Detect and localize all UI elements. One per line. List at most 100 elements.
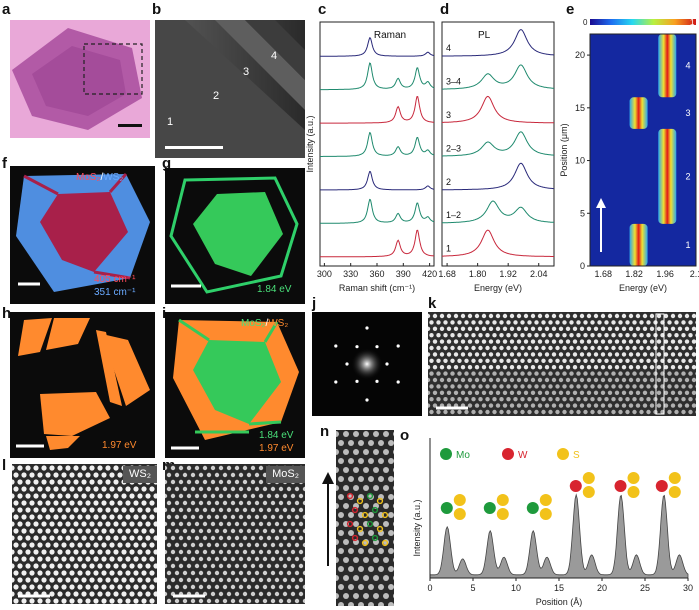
atom-column: [656, 352, 662, 357]
atom-column: [145, 577, 151, 583]
atom-column: [222, 584, 228, 590]
atom-column: [614, 390, 620, 395]
atom-column: [478, 333, 483, 338]
atom-column: [230, 500, 236, 506]
atom-column: [85, 556, 91, 562]
atom-column: [632, 384, 637, 389]
diffraction-spot: [365, 326, 369, 330]
atom-column: [89, 535, 95, 541]
atom-column: [348, 602, 354, 606]
atom-column: [436, 409, 441, 415]
atom-column: [541, 358, 546, 363]
atom-column: [429, 320, 434, 325]
atom-column: [266, 493, 272, 499]
x-tick-label: 2.04: [530, 269, 548, 279]
atom-column: [436, 371, 441, 376]
heatmap-ridge-4: [658, 34, 677, 98]
atom-column: [611, 345, 616, 351]
atom-column: [388, 494, 394, 500]
x-tick-label: 15: [554, 583, 564, 593]
atom-column: [165, 479, 168, 485]
atom-column: [353, 449, 359, 455]
atom-column: [338, 602, 344, 606]
atom-column: [25, 493, 31, 499]
atom-column: [85, 598, 91, 604]
atom-column: [684, 352, 690, 357]
atom-column: [509, 403, 515, 408]
atom-column: [250, 479, 256, 485]
pl-energy-label: 1.97 eV: [102, 440, 137, 451]
atom-column: [25, 577, 31, 583]
atom-marker: [346, 520, 354, 528]
scan-arrow-head: [596, 198, 606, 208]
atom-column: [21, 598, 27, 604]
atom-column: [537, 403, 543, 408]
raman-spectrum-3: [320, 96, 435, 124]
atom-column: [12, 535, 15, 541]
atom-column: [393, 539, 394, 545]
atom-column: [353, 521, 359, 527]
atom-column: [663, 352, 669, 357]
atom-column: [274, 507, 280, 513]
atom-column: [61, 570, 67, 576]
atom-column: [600, 326, 606, 331]
atom-column: [65, 465, 71, 471]
atom-column: [348, 566, 354, 572]
atom-column: [238, 598, 244, 604]
atom-column: [37, 472, 43, 478]
atom-column: [485, 358, 490, 363]
atom-column: [460, 365, 466, 370]
atom-column: [495, 390, 501, 395]
atom-column: [133, 556, 139, 562]
scan-direction-arrow: [322, 472, 334, 566]
atom-column: [21, 584, 27, 590]
atom-column: [551, 326, 557, 331]
atom-column: [190, 486, 196, 492]
atom-column: [125, 570, 131, 576]
atom-column: [569, 409, 574, 415]
atom-column: [534, 333, 539, 338]
atom-column: [33, 535, 39, 541]
atom-column: [670, 326, 676, 331]
atom-column: [656, 313, 662, 319]
atom-column: [541, 333, 546, 338]
atom-column: [467, 352, 473, 357]
atom-column: [677, 326, 683, 331]
atom-column: [562, 384, 567, 389]
atom-column: [214, 556, 220, 562]
atom-column: [348, 584, 354, 590]
atom-column: [625, 358, 630, 363]
atom-column: [527, 384, 532, 389]
atom-column: [113, 563, 119, 569]
atom-column: [464, 371, 469, 376]
atom-column: [363, 557, 369, 563]
atom-column: [614, 326, 620, 331]
atom-column: [174, 472, 180, 478]
atom-column: [523, 365, 529, 370]
atom-column: [170, 479, 176, 485]
atom-column: [12, 591, 15, 597]
atom-column: [198, 472, 204, 478]
atom-column: [663, 339, 669, 344]
atom-column: [246, 542, 252, 548]
atom-column: [428, 403, 431, 408]
atom-column: [583, 371, 588, 376]
atom-column: [495, 313, 501, 319]
atom-column: [642, 352, 648, 357]
atom-column: [194, 549, 200, 555]
x-tick-label: 1.68: [438, 269, 456, 279]
atom-column: [186, 493, 192, 499]
atom-column: [457, 345, 462, 351]
atom-column: [186, 535, 192, 541]
atom-column: [170, 577, 176, 583]
atom-column: [527, 397, 532, 402]
atom-column: [393, 575, 394, 581]
atom-column: [453, 339, 459, 344]
atom-column: [141, 542, 147, 548]
atom-column: [25, 521, 31, 527]
x-tick-label: 330: [343, 269, 358, 279]
atom-column: [555, 333, 560, 338]
panel-o-label: o: [400, 427, 410, 444]
atom-column: [593, 390, 599, 395]
atom-column: [302, 584, 305, 590]
